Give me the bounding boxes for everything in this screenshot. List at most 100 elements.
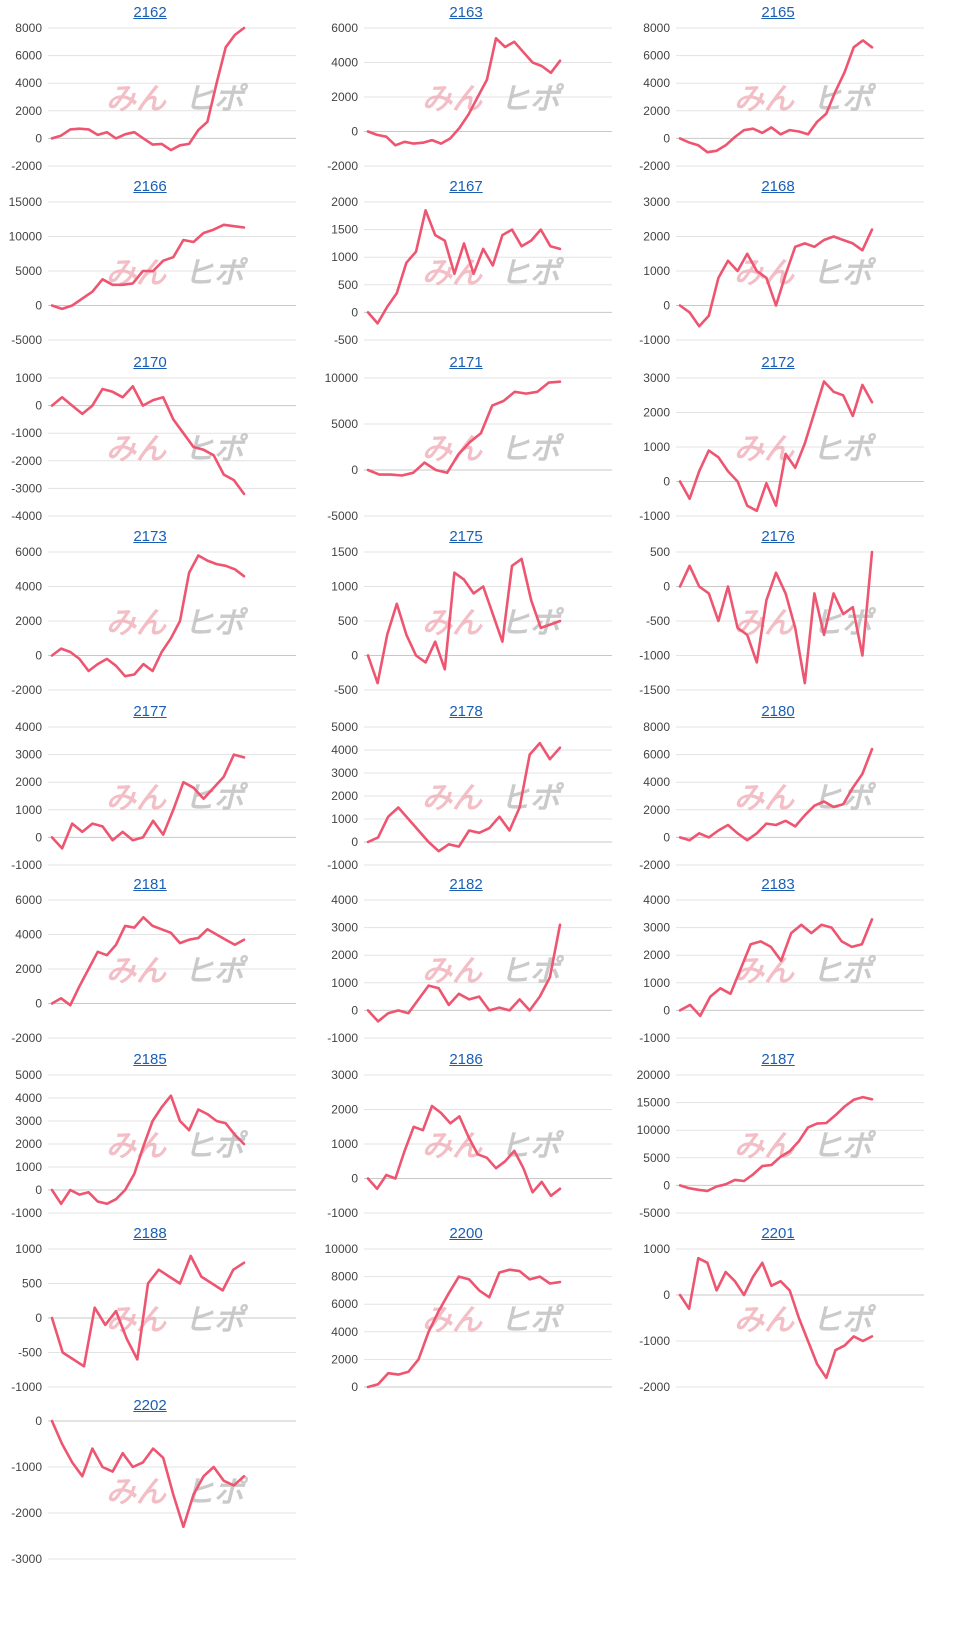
y-tick-label: 0 (663, 580, 670, 594)
chart-title-link[interactable]: 2182 (449, 876, 483, 893)
y-tick-label: -5000 (639, 1206, 670, 1220)
chart-title-link[interactable]: 2166 (133, 178, 167, 195)
watermark-mark: みん (106, 1303, 167, 1338)
watermark-mark: ヒポ (500, 82, 565, 117)
y-tick-label: 10000 (325, 1242, 359, 1256)
y-tick-label: -1000 (11, 1206, 42, 1220)
y-tick-label: -1000 (327, 1206, 358, 1220)
chart-2181: -2000 0 2000 4000 6000 みん ヒポ 2181 (0, 876, 300, 1051)
chart-plot: -2000 0 2000 4000 6000 8000 みん ヒポ (639, 21, 924, 173)
chart-title-link[interactable]: 2181 (133, 876, 167, 893)
series-line (50, 223, 246, 311)
series-line (50, 1094, 246, 1206)
y-tick-label: 2000 (15, 962, 42, 976)
chart-2187: -5000 0 5000 10000 15000 20000 みん ヒポ 2187 (628, 1051, 928, 1226)
chart-plot: -2000 0 2000 4000 6000 みん ヒポ (11, 893, 296, 1045)
y-tick-label: 5000 (331, 720, 358, 734)
chart-title-link[interactable]: 2186 (449, 1051, 483, 1068)
y-tick-label: 0 (351, 305, 358, 319)
chart-plot: 0 2000 4000 6000 8000 10000 みん ヒポ (325, 1242, 612, 1394)
series-line (366, 741, 562, 853)
y-tick-label: -1000 (11, 426, 42, 440)
watermark-mark: ヒポ (812, 256, 877, 291)
chart-2201: -2000 -1000 0 1000 みん ヒポ 2201 (628, 1225, 928, 1400)
chart-2165: -2000 0 2000 4000 6000 8000 みん ヒポ 2165 (628, 4, 928, 179)
watermark-mark: ヒポ (500, 1129, 565, 1164)
chart-title-link[interactable]: 2163 (449, 4, 483, 21)
chart-2162: -2000 0 2000 4000 6000 8000 みん ヒポ 2162 (0, 4, 300, 179)
chart-title-link[interactable]: 2176 (761, 528, 795, 545)
y-tick-label: 3000 (643, 371, 670, 385)
y-tick-label: 0 (351, 1380, 358, 1394)
chart-2186: -1000 0 1000 2000 3000 みん ヒポ 2186 (316, 1051, 616, 1226)
y-tick-label: 5000 (15, 1068, 42, 1082)
chart-title-link[interactable]: 2167 (449, 178, 483, 195)
chart-title-link[interactable]: 2168 (761, 178, 795, 195)
y-tick-label: 3000 (331, 766, 358, 780)
series-line (678, 1256, 874, 1380)
y-tick-label: 20000 (637, 1068, 671, 1082)
chart-title-link[interactable]: 2173 (133, 528, 167, 545)
series-line (678, 550, 874, 685)
chart-2188: -1000 -500 0 500 1000 みん ヒポ 2188 (0, 1225, 300, 1400)
chart-title-link[interactable]: 2183 (761, 876, 795, 893)
y-tick-label: -2000 (327, 159, 358, 173)
y-tick-label: 0 (351, 649, 358, 663)
y-tick-label: 2000 (15, 775, 42, 789)
chart-title-link[interactable]: 2180 (761, 703, 795, 720)
chart-2183: -1000 0 1000 2000 3000 4000 みん ヒポ 2183 (628, 876, 928, 1051)
chart-plot: -2000 0 2000 4000 6000 みん ヒポ (327, 21, 612, 173)
chart-title-link[interactable]: 2162 (133, 4, 167, 21)
watermark-mark: ヒポ (184, 954, 249, 989)
watermark-mark: ヒポ (184, 606, 249, 641)
y-tick-label: 1000 (643, 264, 670, 278)
y-tick-label: -2000 (11, 159, 42, 173)
watermark-mark: みん (734, 954, 795, 989)
chart-2173: -2000 0 2000 4000 6000 みん ヒポ 2173 (0, 528, 300, 703)
chart-title-link[interactable]: 2178 (449, 703, 483, 720)
chart-title-link[interactable]: 2175 (449, 528, 483, 545)
chart-plot: -2000 0 2000 4000 6000 8000 みん ヒポ (639, 720, 924, 872)
y-tick-label: 4000 (643, 775, 670, 789)
y-tick-label: 15000 (637, 1096, 671, 1110)
y-tick-label: 6000 (15, 893, 42, 907)
y-tick-label: -500 (334, 683, 358, 697)
y-tick-label: 1000 (331, 580, 358, 594)
chart-title-link[interactable]: 2200 (449, 1225, 483, 1242)
chart-title-link[interactable]: 2185 (133, 1051, 167, 1068)
y-tick-label: 0 (35, 997, 42, 1011)
chart-title-link[interactable]: 2170 (133, 354, 167, 371)
watermark-mark: ヒポ (500, 781, 565, 816)
series-line (50, 26, 246, 152)
chart-title-link[interactable]: 2201 (761, 1225, 795, 1242)
chart-title-link[interactable]: 2172 (761, 354, 795, 371)
y-tick-label: -2000 (11, 1506, 42, 1520)
watermark-mark: みん (734, 82, 795, 117)
chart-title-link[interactable]: 2165 (761, 4, 795, 21)
y-tick-label: 2000 (15, 1137, 42, 1151)
chart-plot: -2000 0 2000 4000 6000 みん ヒポ (11, 545, 296, 697)
y-tick-label: 0 (351, 463, 358, 477)
y-tick-label: 1000 (643, 1242, 670, 1256)
watermark-mark: みん (106, 781, 167, 816)
chart-title-link[interactable]: 2171 (449, 354, 483, 371)
chart-title-link[interactable]: 2188 (133, 1225, 167, 1242)
watermark-mark: ヒポ (500, 954, 565, 989)
series-line (50, 554, 246, 678)
y-tick-label: 2000 (15, 614, 42, 628)
y-tick-label: -1000 (639, 1334, 670, 1348)
chart-title-link[interactable]: 2177 (133, 703, 167, 720)
y-tick-label: 6000 (643, 49, 670, 63)
chart-2167: -500 0 500 1000 1500 2000 みん ヒポ 2167 (316, 178, 616, 353)
y-tick-label: 6000 (15, 49, 42, 63)
chart-title-link[interactable]: 2187 (761, 1051, 795, 1068)
watermark-mark: みん (422, 432, 483, 467)
chart-title-link[interactable]: 2202 (133, 1397, 167, 1414)
series-line (50, 915, 246, 1007)
chart-2202: -3000 -2000 -1000 0 みん ヒポ 2202 (0, 1397, 300, 1572)
watermark-mark: ヒポ (812, 432, 877, 467)
y-tick-label: 1000 (331, 1137, 358, 1151)
